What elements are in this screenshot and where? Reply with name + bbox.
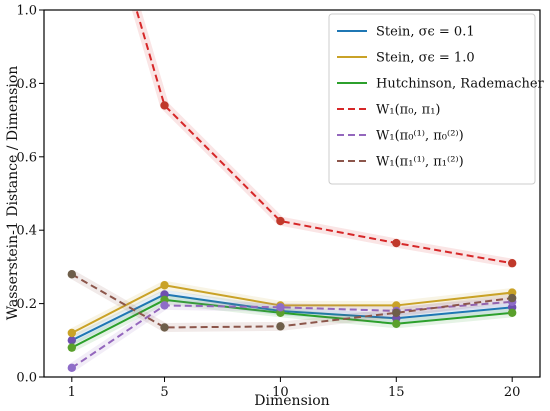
y-tick-label: 1.0 <box>16 4 37 19</box>
data-point <box>67 363 77 373</box>
legend-label: W₁(π₀⁽¹⁾, π₀⁽²⁾) <box>376 129 464 144</box>
x-tick-label: 15 <box>388 385 405 400</box>
x-tick-label: 20 <box>504 385 521 400</box>
y-tick-label: 0.6 <box>16 150 37 165</box>
y-tick-label: 0.4 <box>16 224 37 239</box>
legend-label: Hutchinson, Rademacher <box>376 77 545 92</box>
data-point <box>276 216 285 226</box>
data-point <box>276 303 285 312</box>
data-point <box>160 101 169 110</box>
data-point <box>160 281 169 290</box>
y-tick-label: 0.2 <box>16 297 37 312</box>
legend: Stein, σϵ = 0.1 Stein, σϵ = 1.0 Hutchinson… <box>328 13 545 185</box>
data-point <box>392 238 401 248</box>
data-point <box>160 301 169 310</box>
data-point <box>160 323 169 332</box>
data-point <box>67 270 77 279</box>
data-point <box>67 343 77 352</box>
data-point <box>507 259 517 268</box>
series-group <box>131 10 517 268</box>
plot-frame <box>43 9 541 378</box>
data-point <box>67 336 77 345</box>
y-axis-label: Wasserstein-1 Distance / Dimension <box>5 66 21 321</box>
legend-label: W₁(π₀, π₁) <box>376 103 441 118</box>
x-axis-label: Dimension <box>254 393 329 409</box>
x-tick-label: 5 <box>160 385 168 400</box>
data-point <box>392 319 401 328</box>
y-tick-label: 0.8 <box>16 77 37 92</box>
x-tick-label: 1 <box>68 385 76 400</box>
data-point <box>276 322 285 331</box>
y-tick-label: 0.0 <box>16 371 37 386</box>
series-group <box>67 295 517 352</box>
data-point <box>507 293 517 303</box>
data-point <box>67 328 77 338</box>
legend-label: Stein, σϵ = 1.0 <box>376 51 475 66</box>
data-point <box>507 308 517 317</box>
legend-label: Stein, σϵ = 0.1 <box>376 25 475 40</box>
legend-box <box>328 13 536 185</box>
legend-label: W₁(π₁⁽¹⁾, π₁⁽²⁾) <box>376 155 464 170</box>
series-line <box>135 10 513 265</box>
data-point <box>392 308 401 317</box>
series-group <box>67 270 517 332</box>
x-tick-label: 10 <box>272 385 289 400</box>
